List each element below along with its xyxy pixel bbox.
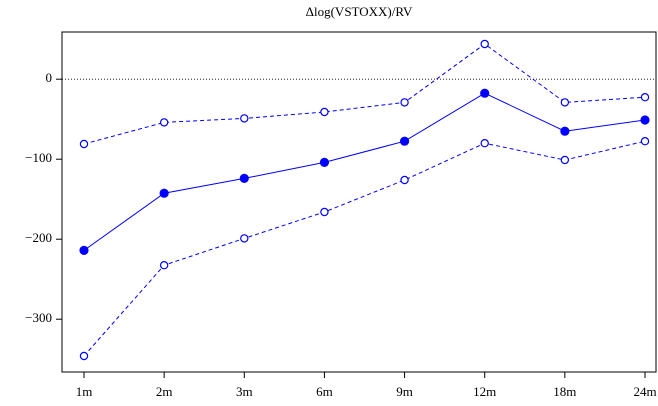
point (400, 175, 409, 185)
point (560, 155, 570, 165)
x-tick-label: 24m (633, 384, 656, 399)
y-tick-label: −100 (25, 150, 52, 165)
point (79, 139, 89, 149)
series-line (83, 140, 646, 357)
point (320, 207, 329, 217)
point (560, 98, 570, 107)
point (159, 261, 169, 270)
series-line (83, 43, 646, 145)
point (640, 136, 650, 146)
x-tick-label: 18m (553, 384, 576, 399)
x-tick-label: 6m (316, 384, 333, 399)
x-tick-label: 2m (156, 384, 173, 399)
x-tick-label: 3m (236, 384, 253, 399)
point (239, 173, 249, 183)
y-tick-label: −300 (25, 310, 52, 325)
point (240, 234, 249, 243)
point (640, 115, 650, 125)
point (320, 107, 329, 117)
point (560, 126, 570, 136)
point (240, 114, 249, 123)
point (319, 157, 330, 167)
point (480, 39, 489, 49)
plot-frame (61, 31, 657, 373)
point (159, 188, 169, 198)
series-line (83, 92, 646, 251)
point (79, 245, 89, 255)
x-tick-label: 1m (76, 384, 93, 399)
chart-title: Δlog(VSTOXX)/RV (306, 4, 413, 19)
point (399, 136, 410, 146)
point (640, 92, 650, 102)
x-tick-label: 12m (473, 384, 496, 399)
x-tick-label: 9m (396, 384, 413, 399)
y-tick-label: 0 (46, 70, 53, 85)
point (400, 98, 409, 107)
point (480, 88, 490, 98)
y-tick-label: −200 (25, 230, 52, 245)
point (159, 118, 169, 127)
point (79, 351, 89, 361)
point (480, 138, 489, 148)
